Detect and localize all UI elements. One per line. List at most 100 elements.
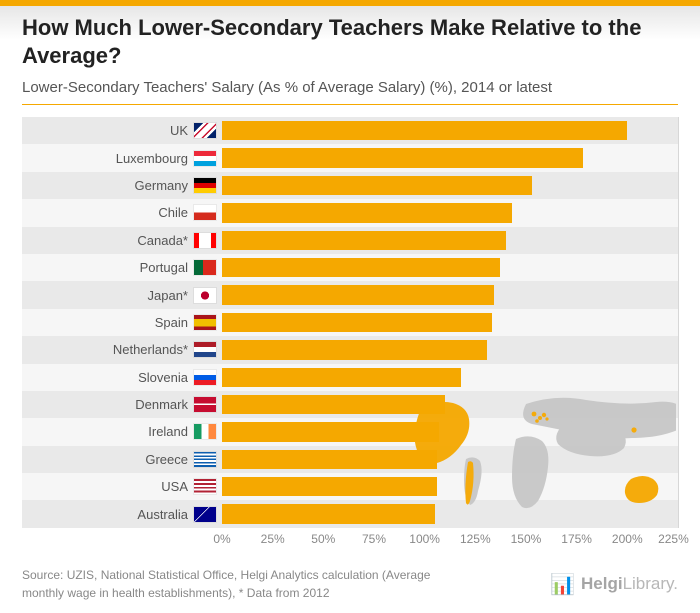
chart-row-canada[interactable]: Canada* [22, 227, 678, 254]
label-col: Denmark [22, 391, 222, 418]
country-label-luxembourg: Luxembourg [116, 151, 188, 166]
page-subtitle: Lower-Secondary Teachers' Salary (As % o… [22, 79, 678, 105]
plot-col [222, 144, 678, 171]
bar-uk[interactable] [222, 121, 627, 140]
label-col: Canada* [22, 227, 222, 254]
label-col: Japan* [22, 281, 222, 308]
bar-canada[interactable] [222, 231, 506, 250]
label-col: Slovenia [22, 364, 222, 391]
flag-icon-ireland [194, 424, 216, 439]
axis-tick-50: 50% [311, 532, 335, 546]
axis-tick-25: 25% [261, 532, 285, 546]
axis-tick-150: 150% [511, 532, 542, 546]
country-label-spain: Spain [155, 315, 188, 330]
plot-col [222, 309, 678, 336]
plot-col [222, 199, 678, 226]
bar-chart-icon: 📊 [550, 572, 575, 597]
axis-tick-75: 75% [362, 532, 386, 546]
flag-icon-australia [194, 507, 216, 522]
country-label-germany: Germany [135, 178, 188, 193]
flag-icon-spain [194, 315, 216, 330]
country-label-canada: Canada* [137, 233, 188, 248]
label-col: Netherlands* [22, 336, 222, 363]
chart-row-portugal[interactable]: Portugal [22, 254, 678, 281]
label-col: Ireland [22, 418, 222, 445]
country-label-japan: Japan* [148, 288, 188, 303]
country-label-ireland: Ireland [148, 424, 188, 439]
flag-icon-netherlands [194, 342, 216, 357]
gridline-225 [678, 117, 679, 528]
axis-tick-225: 225% [658, 532, 689, 546]
bar-greece[interactable] [222, 450, 437, 469]
country-label-uk: UK [170, 123, 188, 138]
flag-icon-slovenia [194, 370, 216, 385]
country-label-usa: USA [161, 479, 188, 494]
helgi-library-logo: 📊 HelgiLibrary. [550, 572, 678, 597]
chart-row-netherlands[interactable]: Netherlands* [22, 336, 678, 363]
bar-netherlands[interactable] [222, 340, 487, 359]
axis-tick-200: 200% [612, 532, 643, 546]
plot-col [222, 172, 678, 199]
flag-icon-canada [194, 233, 216, 248]
flag-icon-portugal [194, 260, 216, 275]
axis-row: 0% 25% 50% 75% 100% 125% 150% 175% 200% … [222, 528, 678, 554]
country-label-australia: Australia [137, 507, 188, 522]
chart-area: UK Luxembourg Germany Chile Canada* Portugal J… [22, 117, 678, 554]
flag-icon-uk [194, 123, 216, 138]
bar-luxembourg[interactable] [222, 148, 583, 167]
plot-col [222, 336, 678, 363]
flag-icon-japan [194, 288, 216, 303]
chart-row-chile[interactable]: Chile [22, 199, 678, 226]
country-label-chile: Chile [158, 205, 188, 220]
country-label-greece: Greece [145, 452, 188, 467]
footer-section: Source: UZIS, National Statistical Offic… [0, 555, 700, 613]
label-col: Greece [22, 446, 222, 473]
country-label-portugal: Portugal [140, 260, 188, 275]
bar-australia[interactable] [222, 504, 435, 523]
flag-icon-greece [194, 452, 216, 467]
chart-window: How Much Lower-Secondary Teachers Make R… [0, 0, 700, 613]
chart-row-japan[interactable]: Japan* [22, 281, 678, 308]
label-col: USA [22, 473, 222, 500]
label-col: Portugal [22, 254, 222, 281]
bar-chile[interactable] [222, 203, 512, 222]
flag-icon-usa [194, 479, 216, 494]
chart-row-uk[interactable]: UK [22, 117, 678, 144]
country-label-denmark: Denmark [135, 397, 188, 412]
label-col: UK [22, 117, 222, 144]
source-text: Source: UZIS, National Statistical Offic… [22, 566, 430, 602]
bar-japan[interactable] [222, 285, 494, 304]
flag-icon-germany [194, 178, 216, 193]
label-col: Germany [22, 172, 222, 199]
plot-col [222, 117, 678, 144]
flag-icon-chile [194, 205, 216, 220]
plot-col [222, 281, 678, 308]
flag-icon-luxembourg [194, 151, 216, 166]
axis-tick-125: 125% [460, 532, 491, 546]
bar-germany[interactable] [222, 176, 532, 195]
label-col: Luxembourg [22, 144, 222, 171]
country-label-netherlands: Netherlands* [113, 342, 188, 357]
label-col: Chile [22, 199, 222, 226]
world-map [406, 384, 676, 524]
axis-tick-175: 175% [561, 532, 592, 546]
top-accent-bar [0, 0, 700, 6]
bar-spain[interactable] [222, 313, 492, 332]
axis-tick-0: 0% [213, 532, 230, 546]
plot-col [222, 254, 678, 281]
country-label-slovenia: Slovenia [138, 370, 188, 385]
logo-text: HelgiLibrary. [581, 574, 678, 594]
chart-row-spain[interactable]: Spain [22, 309, 678, 336]
bar-usa[interactable] [222, 477, 437, 496]
bar-portugal[interactable] [222, 258, 500, 277]
page-title: How Much Lower-Secondary Teachers Make R… [22, 14, 678, 69]
chart-row-luxembourg[interactable]: Luxembourg [22, 144, 678, 171]
header-section: How Much Lower-Secondary Teachers Make R… [0, 0, 700, 111]
chart-row-germany[interactable]: Germany [22, 172, 678, 199]
plot-col [222, 227, 678, 254]
flag-icon-denmark [194, 397, 216, 412]
label-col: Spain [22, 309, 222, 336]
world-map-svg [406, 384, 676, 524]
label-col: Australia [22, 500, 222, 527]
axis-tick-100: 100% [409, 532, 440, 546]
